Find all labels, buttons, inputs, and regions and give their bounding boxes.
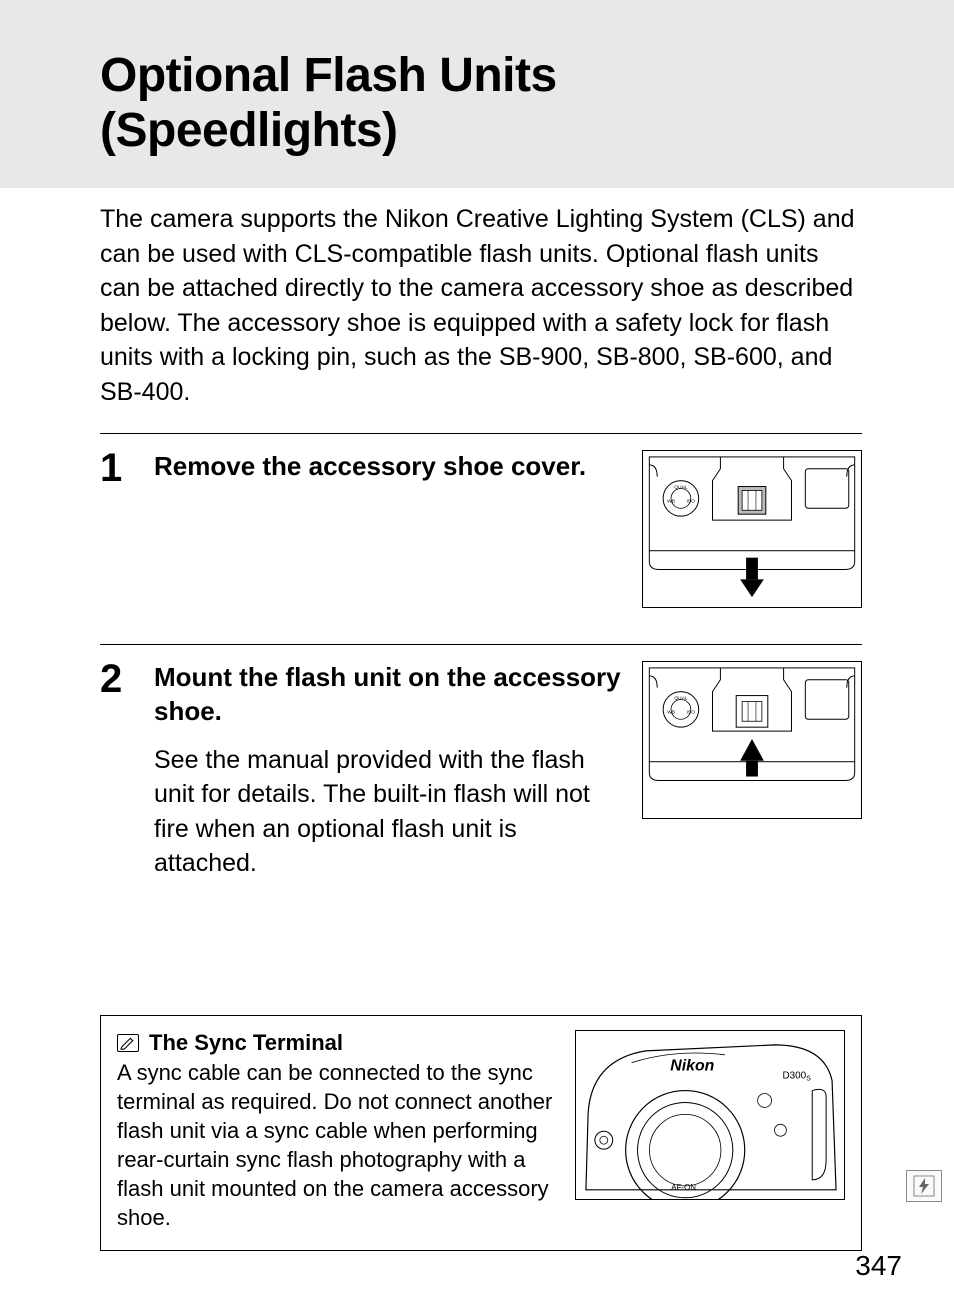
header-band: Optional Flash Units (Speedlights)	[0, 0, 954, 188]
note-title-line: The Sync Terminal	[117, 1030, 557, 1056]
note-figure: Nikon D300 S AF-ON	[575, 1030, 845, 1232]
title-line-2: (Speedlights)	[100, 104, 398, 157]
step-body: Remove the accessory shoe cover.	[154, 450, 862, 608]
camera-illustration-svg: QUAL WB ISO	[643, 662, 861, 818]
note-row: The Sync Terminal A sync cable can be co…	[117, 1030, 845, 1232]
section-thumb-tab	[906, 1170, 942, 1202]
note-text: The Sync Terminal A sync cable can be co…	[117, 1030, 557, 1232]
step-heading: Mount the flash unit on the accessory sh…	[154, 661, 624, 729]
svg-text:ISO: ISO	[687, 710, 696, 716]
step-text: Remove the accessory shoe cover.	[154, 450, 624, 608]
step-2-figure: QUAL WB ISO	[642, 661, 862, 881]
flash-tab-icon	[913, 1175, 935, 1197]
camera-sync-terminal-illustration: Nikon D300 S AF-ON	[575, 1030, 845, 1200]
svg-text:QUAL: QUAL	[674, 696, 688, 702]
svg-text:D300: D300	[782, 1071, 806, 1082]
camera-top-remove-cover-illustration: QUAL WB ISO	[642, 450, 862, 608]
camera-front-svg: Nikon D300 S AF-ON	[576, 1031, 844, 1200]
step-2: 2 Mount the flash unit on the accessory …	[100, 645, 862, 917]
camera-illustration-svg: QUAL WB ISO	[643, 451, 861, 607]
step-number: 1	[100, 448, 132, 608]
page-number: 347	[855, 1250, 902, 1282]
step-1-figure: QUAL WB ISO	[642, 450, 862, 608]
svg-text:S: S	[806, 1076, 811, 1083]
svg-text:AF-ON: AF-ON	[671, 1183, 696, 1192]
svg-text:Nikon: Nikon	[670, 1058, 714, 1075]
svg-text:ISO: ISO	[687, 499, 696, 505]
step-body: Mount the flash unit on the accessory sh…	[154, 661, 862, 881]
note-paragraph: A sync cable can be connected to the syn…	[117, 1058, 557, 1232]
note-title: The Sync Terminal	[149, 1030, 343, 1056]
camera-top-mount-flash-illustration: QUAL WB ISO	[642, 661, 862, 819]
svg-text:QUAL: QUAL	[674, 485, 688, 491]
svg-text:WB: WB	[667, 499, 676, 505]
content-area: The camera supports the Nikon Creative L…	[0, 188, 954, 1251]
title-line-1: Optional Flash Units	[100, 49, 557, 102]
svg-text:WB: WB	[667, 710, 676, 716]
step-heading: Remove the accessory shoe cover.	[154, 450, 624, 484]
manual-page: Optional Flash Units (Speedlights) The c…	[0, 0, 954, 1314]
step-1: 1 Remove the accessory shoe cover.	[100, 434, 862, 644]
intro-paragraph: The camera supports the Nikon Creative L…	[100, 202, 862, 409]
note-box-sync-terminal: The Sync Terminal A sync cable can be co…	[100, 1015, 862, 1251]
step-number: 2	[100, 659, 132, 881]
step-text: Mount the flash unit on the accessory sh…	[154, 661, 624, 881]
step-paragraph: See the manual provided with the flash u…	[154, 743, 624, 881]
page-title: Optional Flash Units (Speedlights)	[100, 48, 954, 158]
pencil-note-icon	[117, 1034, 139, 1052]
